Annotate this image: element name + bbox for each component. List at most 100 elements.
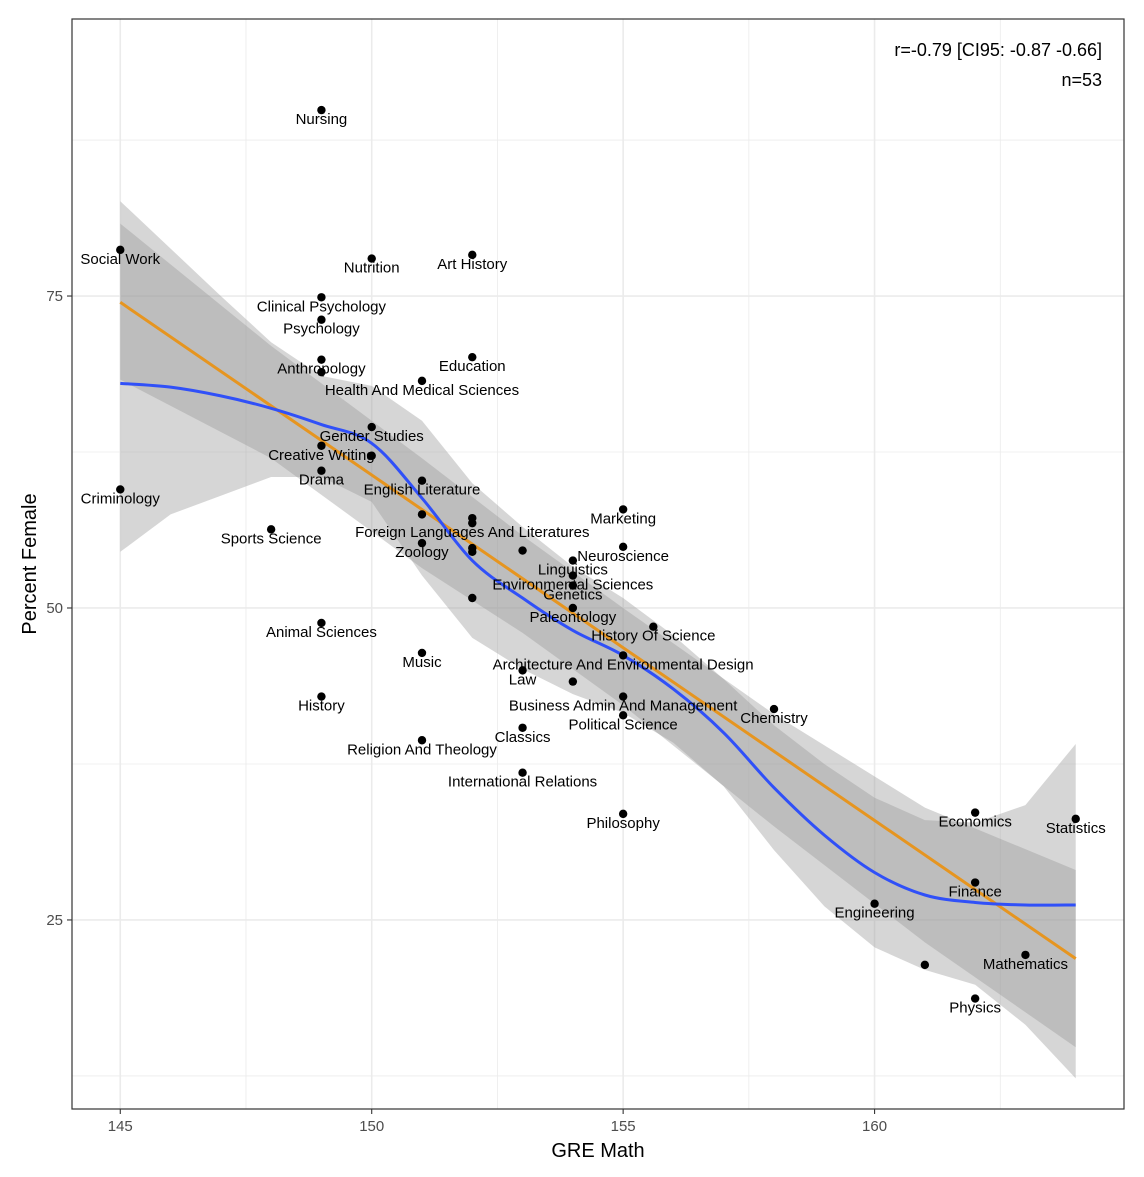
data-point [568,603,578,613]
point-label: Criminology [81,490,161,507]
point-label: Anthropology [277,361,366,378]
y-tick-label: 25 [46,912,63,929]
data-point [618,711,628,720]
point-label: Religion And Theology [347,741,497,758]
point-label: Finance [948,884,1001,901]
data-point [468,352,477,362]
point-label: Environmental Sciences [492,577,653,594]
data-point [317,105,326,115]
point-label: Drama [299,472,345,489]
point-label: Political Science [569,716,678,733]
x-tick-label: 150 [359,1118,384,1135]
point-label: Statistics [1046,820,1106,837]
data-point [568,677,578,686]
data-point [618,651,628,660]
data-point [417,648,427,658]
point-label: Linguistics [538,562,608,579]
point-label: Philosophy [586,815,660,832]
data-point [618,505,628,514]
point-label: Foreign Languages And Literatures [355,524,589,541]
data-point [116,485,125,494]
data-point [317,355,326,364]
data-point [970,994,980,1003]
data-point [317,315,326,324]
x-tick-label: 145 [108,1118,133,1135]
data-point [769,704,779,714]
point-label: Classics [495,729,551,746]
point-label: Physics [949,1000,1001,1017]
point-label: Music [402,654,442,671]
plot-border [71,18,1125,1110]
data-point [116,245,125,255]
data-point [518,768,527,777]
data-point [618,542,628,552]
data-point [417,538,427,548]
data-point [317,618,326,628]
data-point [870,899,879,908]
data-point [618,809,628,819]
point-label: Mathematics [983,956,1068,973]
data-point [417,376,427,386]
point-label: Law [509,671,537,688]
x-tick-label: 160 [862,1118,887,1135]
data-points [116,105,1080,1003]
correlation-annotation: r=-0.79 [CI95: -0.87 -0.66] [894,40,1102,60]
data-point [568,581,578,590]
point-label: Zoology [395,544,449,561]
loess-confidence-band [120,201,1076,1079]
n-annotation: n=53 [1061,70,1102,90]
data-point [518,546,527,555]
y-tick-label: 50 [46,600,63,617]
point-label: History Of Science [591,628,715,645]
point-label: Paleontology [529,609,616,626]
point-label: Art History [437,256,508,273]
point-label: Nursing [296,111,348,128]
point-label: Economics [938,814,1011,831]
point-label: Animal Sciences [266,624,377,641]
data-point [417,736,427,745]
data-point [920,960,930,970]
point-labels: Nursing Social Work Nutrition Art History Cl… [80,111,1105,1016]
fit-lines [119,301,1077,960]
data-point [468,250,477,260]
data-point [367,254,376,263]
x-axis-ticks: 145 150 155 160 [108,1109,887,1135]
data-point [970,808,980,817]
data-point [518,723,527,732]
point-label: Sports Science [221,530,322,547]
point-label: Health And Medical Sciences [325,382,519,399]
loess-fit-line [120,381,1076,907]
point-label: Nutrition [344,260,400,277]
point-label: Psychology [283,321,360,338]
linear-confidence-band [120,223,1076,1048]
data-point [468,593,477,603]
data-point [1071,814,1080,824]
data-point [518,666,527,675]
x-axis-title: GRE Math [551,1140,644,1162]
point-label: Education [439,358,506,375]
point-label: Clinical Psychology [257,298,387,315]
data-point [266,525,276,534]
data-point [417,476,427,485]
data-point [649,622,658,631]
grid-major [72,19,1124,1109]
data-point [317,293,326,302]
y-tick-label: 75 [46,288,63,305]
point-label: Gender Studies [320,428,424,445]
point-label: Chemistry [740,710,808,727]
data-point [317,441,326,450]
confidence-bands [120,201,1076,1079]
point-label: Social Work [80,251,160,268]
y-axis-title: Percent Female [19,493,41,634]
data-point [1021,950,1030,960]
point-label: International Relations [448,774,597,791]
point-label: Business Admin And Management [509,698,738,715]
point-label: Marketing [590,510,656,527]
data-point [317,466,326,475]
data-point [970,878,980,887]
data-point [468,518,477,528]
data-point [417,510,427,519]
plot-panel [72,19,1124,1109]
data-point [568,556,578,565]
data-point [618,692,628,701]
